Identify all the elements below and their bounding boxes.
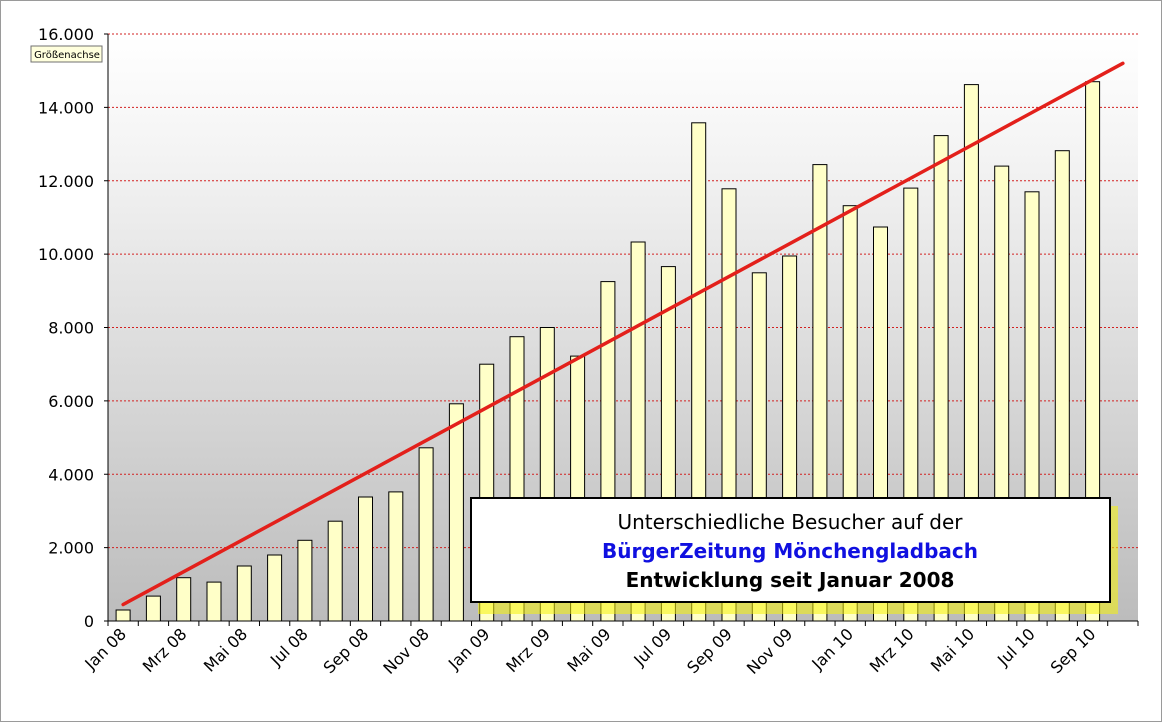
- y-tick-label: 12.000: [38, 172, 94, 191]
- x-tick-label: Nov 08: [379, 624, 433, 678]
- y-tick-label: 6.000: [48, 392, 94, 411]
- bar-nov-08: [418, 447, 434, 622]
- axis-tag-text: Größenachse: [34, 50, 100, 61]
- x-tick-label: Sep 08: [320, 624, 373, 677]
- y-tick-label: 4.000: [48, 465, 94, 484]
- x-axis-ticks: Jan 08 Mrz 08 Mai 08 Jul 08 Sep 08 Nov 08 Jan …: [80, 621, 1139, 678]
- x-tick-label: Mai 10: [927, 624, 978, 675]
- x-tick-label: Jul 08: [266, 624, 312, 670]
- y-tick-label: 8.000: [48, 319, 94, 338]
- x-tick-label: Jan 08: [80, 624, 130, 674]
- bar-jul-08: [297, 539, 313, 622]
- x-tick-label: Jan 10: [807, 624, 857, 674]
- bar-apr-08: [206, 581, 222, 622]
- annotation-line-3: Entwicklung seit Januar 2008: [626, 568, 955, 592]
- axis-tag: Größenachse: [30, 45, 103, 63]
- x-tick-label: Mrz 10: [866, 624, 918, 676]
- annotation-line-2: BürgerZeitung Mönchengladbach: [602, 539, 978, 563]
- x-tick-label: Sep 09: [683, 624, 736, 677]
- x-tick-label: Mrz 08: [139, 624, 191, 676]
- annotation-box: Unterschiedliche Besucher auf der Bürger…: [470, 497, 1118, 614]
- x-tick-label: Mai 09: [563, 624, 614, 675]
- bar-mai-08: [236, 565, 252, 622]
- y-tick-label: 14.000: [38, 98, 94, 117]
- x-tick-label: Jul 09: [629, 624, 675, 670]
- y-tick-label: 10.000: [38, 245, 94, 264]
- bar-jun-08: [267, 554, 283, 622]
- y-axis-ticks: 0 2.000 4.000 6.000 8.000 10.000 12.000 14.000 1…: [38, 25, 108, 631]
- x-tick-label: Jul 10: [993, 624, 1039, 670]
- y-tick-label: 0: [84, 612, 94, 631]
- y-tick-label: 16.000: [38, 25, 94, 44]
- trend-line: [121, 61, 1125, 607]
- annotation-line-1: Unterschiedliche Besucher auf der: [617, 510, 963, 534]
- bar-sep-08: [358, 496, 373, 622]
- x-tick-label: Jan 09: [444, 624, 494, 674]
- x-tick-label: Mrz 09: [502, 624, 554, 676]
- x-tick-label: Sep 10: [1047, 624, 1100, 677]
- bar-jan-08: [115, 609, 131, 622]
- bar-feb-08: [145, 595, 161, 622]
- bar-mrz-08: [176, 577, 192, 622]
- bar-dez-08: [448, 403, 464, 622]
- x-tick-label: Mai 08: [200, 624, 251, 675]
- bar-okt-08: [388, 491, 404, 622]
- y-tick-label: 2.000: [48, 539, 94, 558]
- x-tick-label: Nov 09: [743, 624, 797, 678]
- bar-aug-08: [327, 520, 343, 622]
